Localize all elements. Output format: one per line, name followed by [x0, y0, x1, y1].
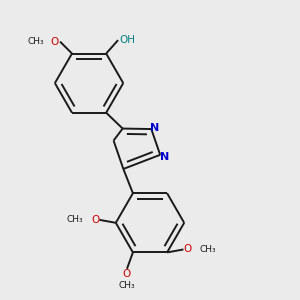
Text: CH₃: CH₃: [27, 37, 44, 46]
Text: CH₃: CH₃: [67, 215, 83, 224]
Text: O: O: [50, 37, 59, 46]
Text: O: O: [91, 215, 100, 225]
Text: O: O: [123, 269, 131, 279]
Text: OH: OH: [119, 35, 136, 45]
Text: CH₃: CH₃: [119, 281, 135, 290]
Text: N: N: [150, 123, 160, 133]
Text: N: N: [160, 152, 169, 162]
Text: CH₃: CH₃: [200, 245, 216, 254]
Text: O: O: [183, 244, 192, 254]
